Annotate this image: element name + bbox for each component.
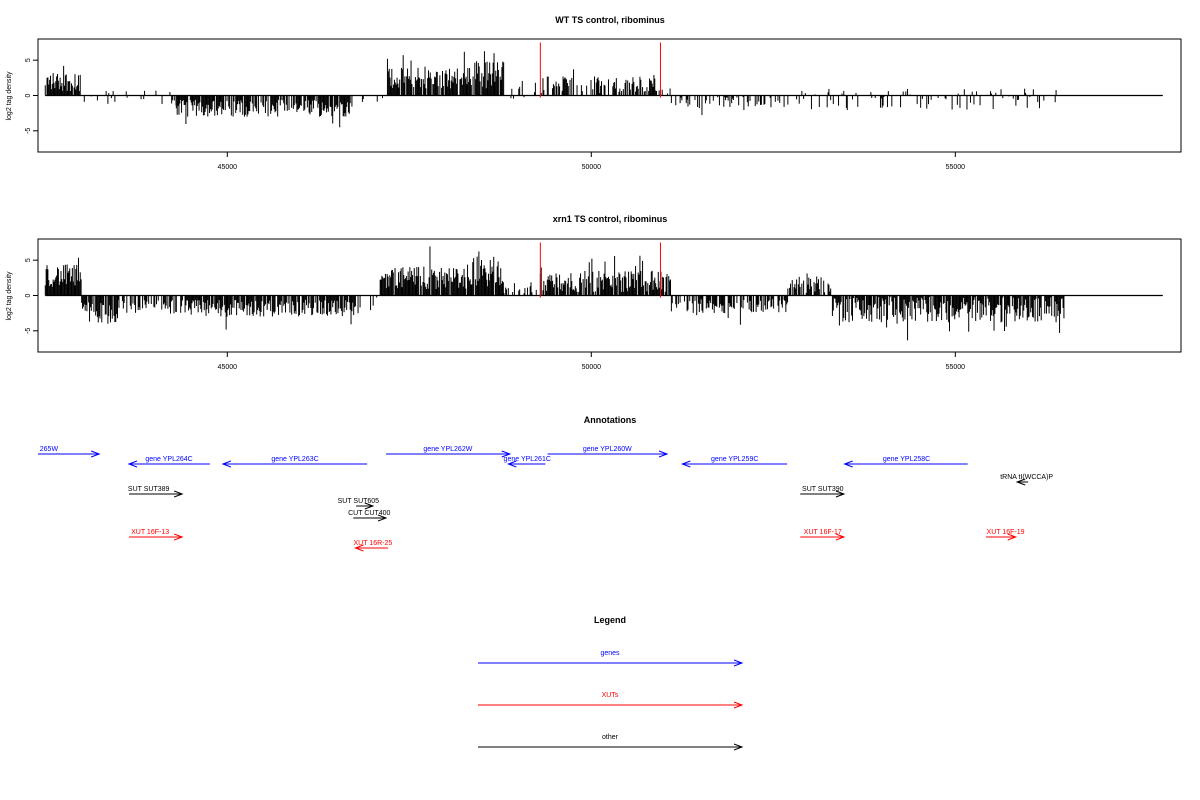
legend-arrowhead — [733, 659, 744, 667]
y-tick-label: -5 — [25, 128, 32, 134]
annotation-arrowhead — [843, 460, 853, 468]
annotation-label: gene YPL264C — [145, 456, 192, 463]
panel-title: WT TS control, ribominus — [555, 15, 665, 25]
annotation-label: XUT 16F-19 — [987, 529, 1025, 536]
annotation-label: SUT SUT389 — [128, 486, 170, 493]
annotation-feature: SUT SUT605 — [338, 498, 380, 510]
annotation-label: CUT CUT400 — [348, 510, 390, 517]
y-tick-label: 0 — [25, 293, 32, 297]
y-axis: -5 0 5 — [25, 58, 38, 134]
density-bars — [44, 246, 1065, 341]
annotation-label: XUT 16F-13 — [131, 529, 169, 536]
annotation-arrowhead — [680, 460, 691, 468]
density-bars — [44, 51, 1057, 128]
legend-label: genes — [600, 650, 620, 657]
annotation-label: SUT SUT605 — [338, 498, 380, 505]
annotation-arrowhead — [127, 460, 138, 468]
annotation-feature: gene YPL259C — [680, 456, 788, 468]
annotation-arrowhead — [835, 490, 846, 498]
annotation-arrowhead — [353, 544, 364, 552]
annotation-arrowhead — [658, 450, 669, 458]
annotation-label: SUT SUT390 — [802, 486, 844, 493]
annotation-arrowhead — [173, 490, 184, 498]
x-tick-label: 55000 — [946, 364, 966, 371]
annotation-label: gene YPL259C — [711, 456, 758, 463]
legend-arrowhead — [733, 701, 744, 709]
annotation-feature: XUT 16F-17 — [800, 529, 846, 541]
panel-title: xrn1 TS control, ribominus — [553, 214, 668, 224]
annotation-feature: 265W — [38, 446, 101, 458]
annotation-label: 265W — [40, 446, 59, 453]
annotation-feature: XUT 16R-25 — [353, 540, 393, 552]
annotation-arrowhead — [835, 533, 846, 541]
annotation-label: gene YPL258C — [883, 456, 930, 463]
x-tick-label: 45000 — [218, 364, 238, 371]
y-tick-label: 0 — [25, 93, 32, 97]
annotation-feature: gene YPL261C — [504, 456, 551, 468]
annotation-feature: gene YPL260W — [547, 446, 669, 458]
annotation-arrowhead — [364, 502, 375, 510]
y-axis: -5 0 5 — [25, 258, 38, 334]
legend-entry: XUTs — [478, 692, 744, 709]
x-tick-label: 50000 — [582, 164, 602, 171]
annotation-feature: gene YPL258C — [843, 456, 968, 468]
region-markers — [539, 42, 661, 98]
annotation-arrowhead — [1007, 533, 1018, 541]
legend-label: XUTs — [602, 692, 619, 699]
annotations-title: Annotations — [584, 415, 637, 425]
annotation-label: tRNA tI(WCCA)P — [1000, 474, 1053, 481]
y-axis-label: log2 tag density — [6, 71, 13, 121]
y-tick-label: -5 — [25, 328, 32, 334]
density-panel-wt: WT TS control, ribominus log2 tag densit… — [6, 15, 1182, 171]
annotation-arrowhead — [377, 514, 388, 522]
legend-label: other — [602, 734, 619, 741]
annotation-label: gene YPL260W — [583, 446, 632, 453]
x-axis: 45000 50000 55000 — [218, 352, 966, 371]
legend: Legend genes XUTs other — [478, 615, 744, 751]
y-tick-label: 5 — [25, 58, 32, 62]
x-tick-label: 45000 — [218, 164, 238, 171]
x-tick-label: 50000 — [582, 364, 602, 371]
annotation-arrowhead — [1015, 478, 1026, 486]
annotations-track: Annotations 265W gene YPL264C gene YPL263C… — [38, 415, 1053, 552]
annotation-arrowhead — [90, 450, 101, 458]
annotation-label: XUT 16R-25 — [354, 540, 393, 547]
density-panel-xrn1: xrn1 TS control, ribominus log2 tag dens… — [6, 214, 1182, 371]
x-axis: 45000 50000 55000 — [218, 152, 966, 171]
annotation-arrowhead — [506, 460, 517, 468]
y-tick-label: 5 — [25, 258, 32, 262]
annotation-label: gene YPL263C — [271, 456, 318, 463]
legend-arrowhead — [733, 743, 744, 751]
annotation-arrowhead — [501, 450, 512, 458]
annotation-label: gene YPL261C — [504, 456, 551, 463]
y-axis-label: log2 tag density — [6, 271, 13, 321]
legend-title: Legend — [594, 615, 626, 625]
annotation-feature: SUT SUT390 — [800, 486, 846, 498]
annotation-label: gene YPL262W — [423, 446, 472, 453]
annotation-feature: XUT 16F-19 — [985, 529, 1025, 541]
annotation-feature: tRNA tI(WCCA)P — [1000, 474, 1053, 486]
annotation-feature: gene YPL264C — [127, 456, 210, 468]
annotation-feature: SUT SUT389 — [128, 486, 184, 498]
annotation-feature: gene YPL263C — [221, 456, 368, 468]
annotation-feature: XUT 16F-13 — [129, 529, 184, 541]
annotation-feature: gene YPL262W — [385, 446, 512, 458]
legend-entry: other — [478, 734, 744, 751]
x-tick-label: 55000 — [946, 164, 966, 171]
annotation-label: XUT 16F-17 — [804, 529, 842, 536]
region-markers — [539, 242, 661, 298]
legend-entry: genes — [478, 650, 744, 667]
annotation-arrowhead — [173, 533, 184, 541]
annotation-feature: CUT CUT400 — [348, 510, 390, 522]
annotation-arrowhead — [221, 460, 232, 468]
